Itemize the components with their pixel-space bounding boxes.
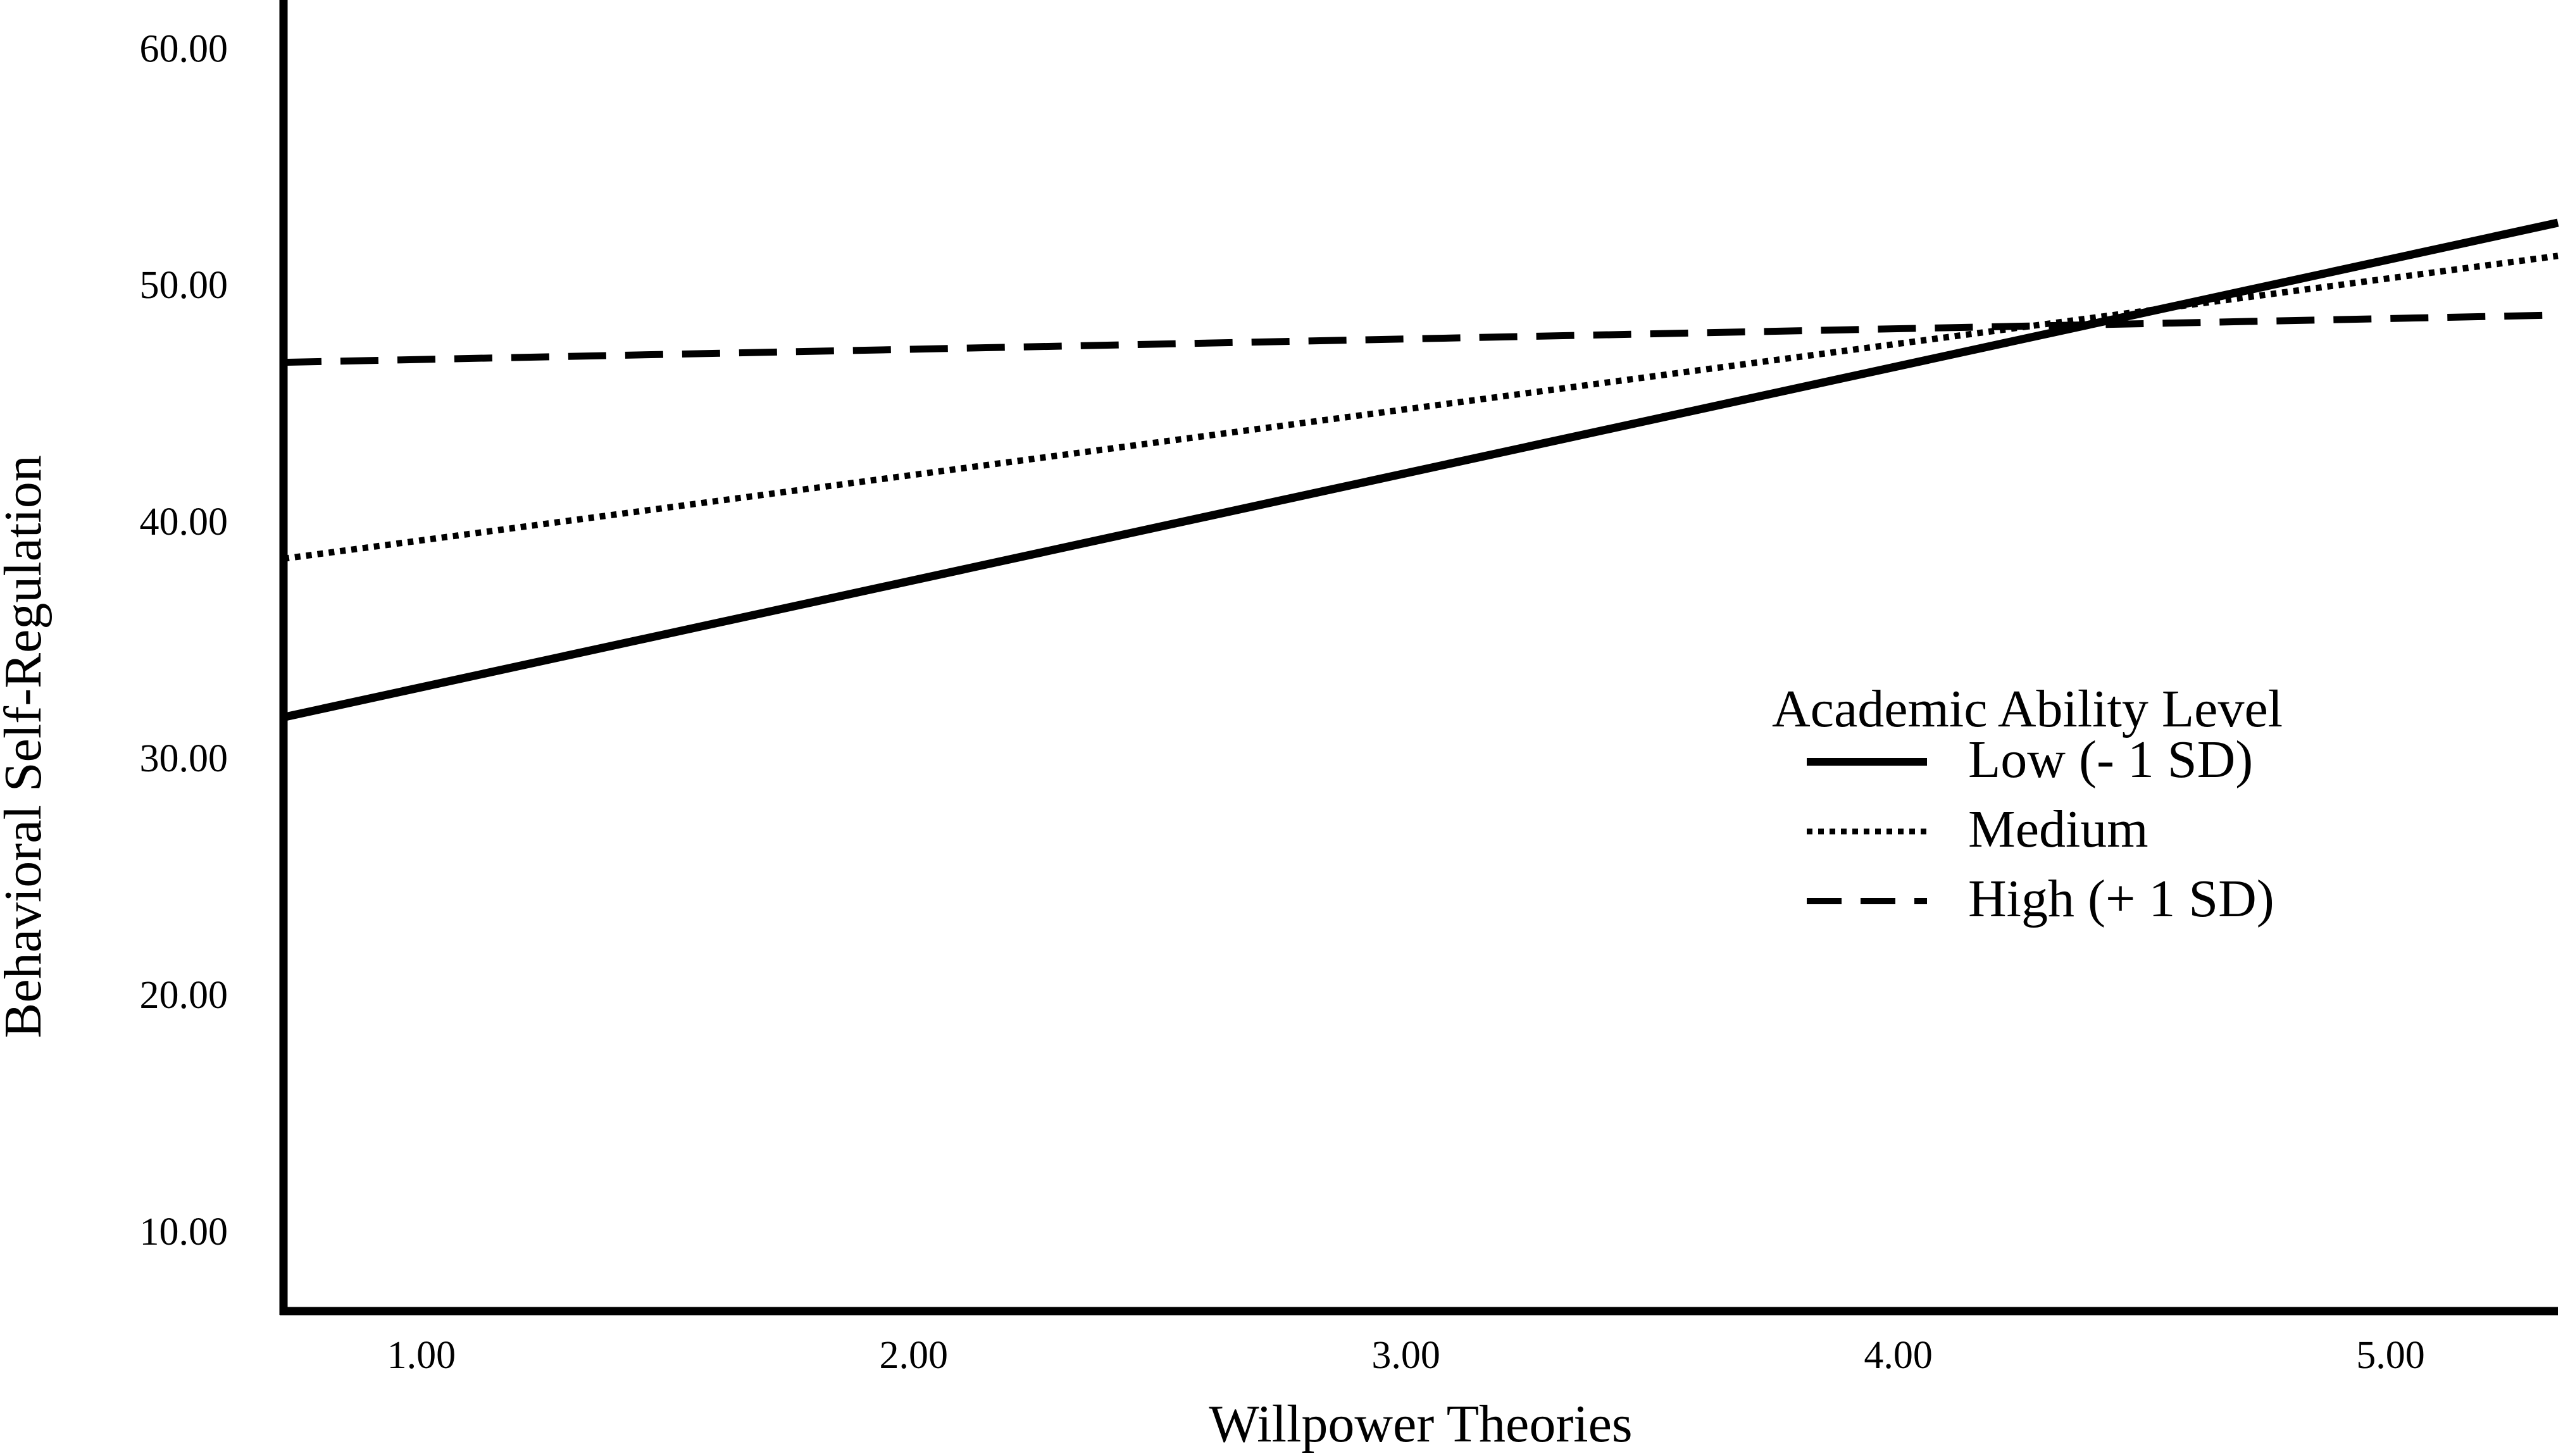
y-tick-labels: 10.00 20.00 30.00 40.00 50.00 60.00 (140, 27, 228, 1254)
y-axis-title: Behavioral Self-Regulation (0, 455, 53, 1038)
y-tick-label: 50.00 (140, 264, 228, 307)
series-lines (282, 218, 2559, 721)
y-tick-label: 60.00 (140, 27, 228, 70)
legend-label: Low (- 1 SD) (1968, 730, 2253, 789)
y-tick-label: 30.00 (140, 737, 228, 780)
series-line (283, 252, 2559, 562)
x-tick-label: 5.00 (2356, 1334, 2425, 1377)
x-tick-label: 4.00 (1864, 1334, 1933, 1377)
x-tick-label: 3.00 (1371, 1334, 1440, 1377)
legend-label: Medium (1968, 800, 2148, 859)
y-tick-label: 20.00 (140, 974, 228, 1017)
x-tick-label: 2.00 (879, 1334, 948, 1377)
legend-title: Academic Ability Level (1772, 680, 2283, 738)
y-tick-label: 10.00 (140, 1210, 228, 1254)
x-tick-labels: 1.00 2.00 3.00 4.00 5.00 (387, 1334, 2425, 1377)
legend-items: Low (- 1 SD) Medium High (+ 1 SD) (1807, 730, 2274, 928)
x-axis-title: Willpower Theories (1209, 1395, 1632, 1453)
legend: Academic Ability Level Low (- 1 SD) Mediu… (1772, 680, 2283, 928)
legend-label: High (+ 1 SD) (1968, 869, 2274, 928)
series-line (282, 218, 2559, 721)
series-line (283, 311, 2559, 366)
y-tick-label: 40.00 (140, 501, 228, 544)
x-tick-label: 1.00 (387, 1334, 456, 1377)
